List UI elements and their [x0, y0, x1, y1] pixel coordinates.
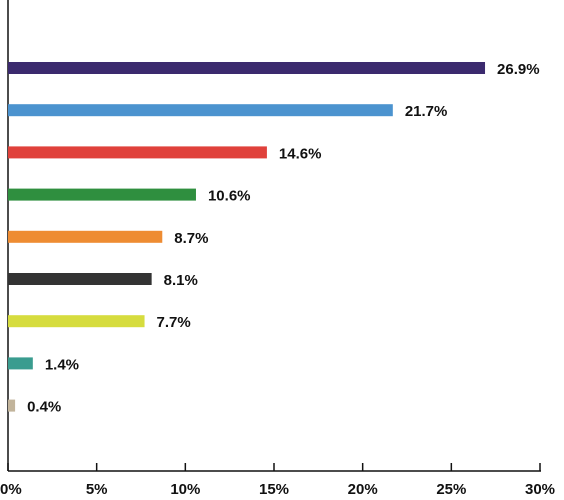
bar [8, 146, 267, 159]
value-label: 8.1% [164, 272, 198, 289]
bar [8, 273, 152, 285]
bar [8, 315, 145, 328]
bar [8, 399, 16, 412]
value-label: 21.7% [405, 103, 448, 120]
x-tick-label: 0% [0, 481, 22, 498]
value-label: 14.6% [279, 145, 322, 162]
value-label: 10.6% [208, 188, 251, 205]
bar [8, 104, 393, 117]
value-label: 8.7% [174, 230, 208, 247]
bar [8, 188, 196, 201]
value-label: 1.4% [45, 356, 79, 373]
bar [8, 230, 163, 243]
x-tick-label: 30% [525, 481, 555, 498]
x-tick-label: 25% [436, 481, 466, 498]
bar [8, 357, 33, 370]
value-label: 0.4% [27, 399, 61, 416]
x-tick-label: 15% [259, 481, 289, 498]
value-label: 26.9% [497, 61, 540, 78]
x-tick-label: 20% [348, 481, 378, 498]
x-tick-label: 5% [86, 481, 108, 498]
bar [8, 62, 486, 74]
value-label: 7.7% [157, 314, 191, 331]
x-tick-label: 10% [170, 481, 200, 498]
